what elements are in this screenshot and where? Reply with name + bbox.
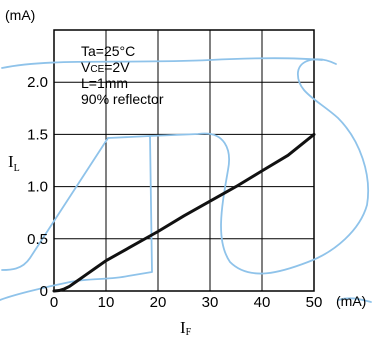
x-axis-title-main: I xyxy=(180,318,186,337)
y-tick-label-4: 2.0 xyxy=(27,74,48,91)
annotation-stroke-3 xyxy=(149,58,369,275)
y-axis-title: IL xyxy=(8,152,20,174)
y-axis-title-main: I xyxy=(8,152,14,171)
x-tick-label-5: 50 xyxy=(306,294,323,311)
x-tick-label-1: 10 xyxy=(98,294,115,311)
condition-ta: Ta=25°C xyxy=(81,43,135,59)
x-axis-title-sub: F xyxy=(186,327,192,338)
x-axis-title: IF xyxy=(180,318,192,338)
y-tick-labels: 0 0.5 1.0 1.5 2.0 xyxy=(27,74,48,300)
condition-reflector: 90% reflector xyxy=(81,91,164,107)
test-conditions: Ta=25°C VCE=2V L=1mm 90% reflector xyxy=(81,43,164,107)
series-line xyxy=(52,132,316,293)
x-tick-label-3: 30 xyxy=(202,294,219,311)
condition-distance: L=1mm xyxy=(81,75,128,91)
annotation-stroke-2 xyxy=(0,135,153,301)
y-tick-label-2: 1.0 xyxy=(27,179,48,196)
y-tick-label-1: 0.5 xyxy=(27,231,48,248)
x-tick-label-0: 0 xyxy=(50,294,58,311)
annotation-stroke-0 xyxy=(1,57,323,69)
condition-vce: VCE=2V xyxy=(81,59,130,75)
hand-drawn-annotations xyxy=(0,57,372,303)
y-tick-label-3: 1.5 xyxy=(27,126,48,143)
x-tick-label-2: 20 xyxy=(150,294,167,311)
y-unit-label: (mA) xyxy=(5,7,35,23)
y-axis-title-sub: L xyxy=(14,163,20,174)
x-tick-label-4: 40 xyxy=(254,294,271,311)
x-tick-labels: 0 10 20 30 40 50 xyxy=(50,294,323,311)
y-tick-label-0: 0 xyxy=(40,283,48,300)
annotation-stroke-4 xyxy=(337,297,372,303)
plot-frame xyxy=(53,29,315,292)
x-unit-label: (mA) xyxy=(336,293,366,309)
annotation-stroke-1 xyxy=(1,137,109,271)
